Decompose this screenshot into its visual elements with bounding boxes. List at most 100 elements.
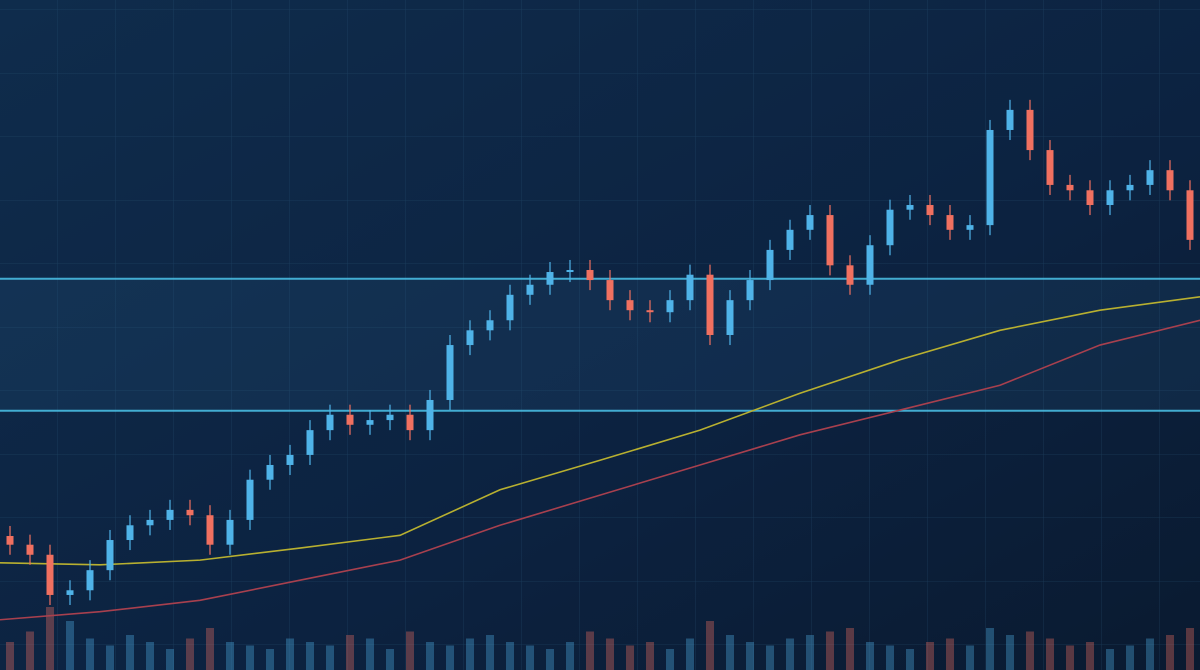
volume-bar: [1166, 635, 1174, 670]
candle-body: [1066, 184, 1074, 191]
volume-bar: [646, 642, 654, 670]
candle-body: [646, 310, 654, 313]
candle-body: [926, 205, 934, 216]
candle-body: [406, 414, 414, 431]
volume-bar: [766, 645, 774, 670]
candle-body: [866, 245, 874, 285]
volume-bar: [706, 621, 714, 670]
candle-body: [566, 270, 574, 273]
volume-bar: [1066, 645, 1074, 670]
volume-bar: [1126, 645, 1134, 670]
volume-bar: [546, 649, 554, 670]
volume-bar: [226, 642, 234, 670]
volume-bar: [946, 638, 954, 670]
volume-bar: [66, 621, 74, 670]
level-band: [0, 277, 1200, 412]
candle-body: [186, 509, 194, 516]
volume-bar: [666, 649, 674, 670]
volume-bar: [26, 631, 34, 670]
candle-body: [1106, 190, 1114, 206]
candle-body: [826, 215, 834, 266]
volume-bar: [606, 638, 614, 670]
candle-body: [206, 515, 214, 545]
volume-bar: [466, 638, 474, 670]
volume-bar: [586, 631, 594, 670]
candle-body: [66, 590, 74, 595]
candle-body: [126, 525, 134, 541]
volume-bar: [566, 642, 574, 670]
volume-bar: [526, 645, 534, 670]
volume-bar: [506, 642, 514, 670]
candle-body: [586, 270, 594, 281]
candle-body: [606, 280, 614, 301]
volume-bar: [726, 635, 734, 670]
volume-bar: [1086, 642, 1094, 670]
volume-bar: [1146, 638, 1154, 670]
candle-body: [26, 544, 34, 555]
candle-body: [746, 280, 754, 301]
candle-body: [846, 265, 854, 285]
volume-bar: [1106, 649, 1114, 670]
volume-bar: [1006, 635, 1014, 670]
candle-body: [786, 229, 794, 250]
candle-body: [946, 215, 954, 230]
candle-body: [426, 399, 434, 431]
candle-layer: [6, 99, 1194, 606]
volume-bar: [846, 628, 854, 670]
volume-bar: [46, 607, 54, 670]
volume-bar: [446, 645, 454, 670]
candle-body: [386, 414, 394, 421]
volume-bar: [926, 642, 934, 670]
volume-bar: [486, 635, 494, 670]
candle-body: [506, 294, 514, 321]
volume-bar: [906, 649, 914, 670]
volume-bar: [246, 645, 254, 670]
candle-body: [106, 540, 114, 571]
volume-bar: [346, 635, 354, 670]
candle-body: [666, 300, 674, 313]
candle-body: [446, 345, 454, 400]
volume-bar: [186, 638, 194, 670]
candle-body: [346, 414, 354, 425]
candle-body: [366, 420, 374, 425]
volume-bar: [1186, 628, 1194, 670]
candle-body: [226, 519, 234, 545]
candle-body: [306, 430, 314, 455]
volume-bar: [206, 628, 214, 670]
candle-body: [546, 272, 554, 285]
volume-bar: [966, 645, 974, 670]
volume-bar: [886, 645, 894, 670]
candle-body: [906, 205, 914, 210]
volume-bar: [286, 638, 294, 670]
candle-body: [86, 570, 94, 591]
moving-average: [0, 296, 1200, 566]
volume-bar: [426, 642, 434, 670]
volume-bar: [406, 631, 414, 670]
volume-bar: [1026, 631, 1034, 670]
candle-body: [1046, 150, 1054, 185]
candle-body: [526, 284, 534, 295]
volume-bar: [1046, 638, 1054, 670]
volume-bar: [146, 642, 154, 670]
candle-body: [1166, 170, 1174, 191]
volume-bar: [866, 642, 874, 670]
candle-body: [466, 330, 474, 346]
volume-bar: [386, 649, 394, 670]
candle-body: [1126, 184, 1134, 191]
overlay-layer: [0, 296, 1200, 621]
level-fill: [0, 278, 1200, 411]
volume-bar: [266, 649, 274, 670]
candle-body: [766, 249, 774, 281]
candle-body: [486, 320, 494, 331]
volume-bar: [166, 649, 174, 670]
candle-body: [1006, 109, 1014, 130]
candle-body: [1186, 190, 1194, 240]
volume-bar: [686, 638, 694, 670]
candle-body: [686, 274, 694, 301]
volume-bar: [86, 638, 94, 670]
candle-body: [886, 209, 894, 246]
candle-body: [246, 479, 254, 520]
candle-body: [6, 536, 14, 545]
